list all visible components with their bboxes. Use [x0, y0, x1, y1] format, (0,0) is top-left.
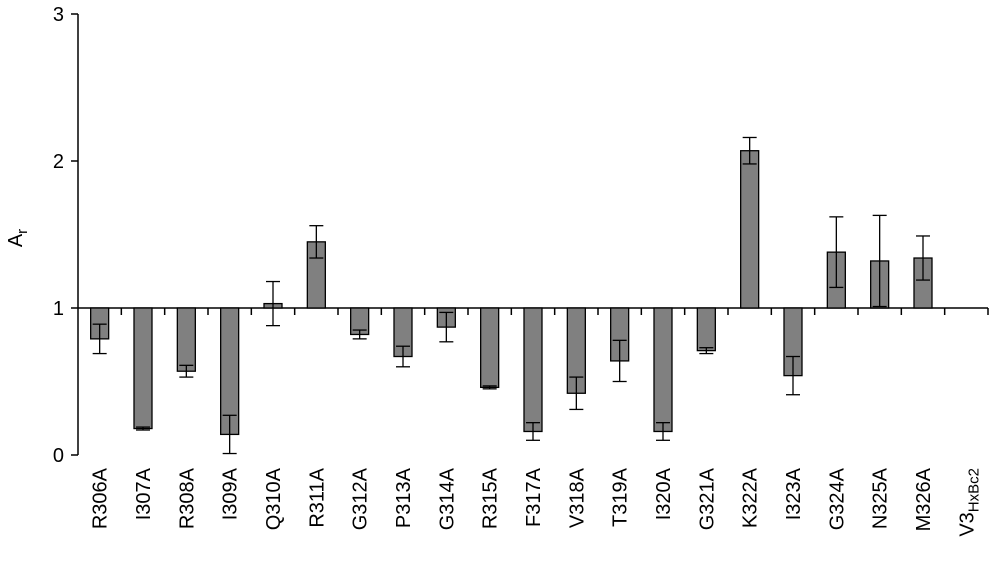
x-category-label: K322A [740, 467, 762, 528]
x-category-label: R308A [176, 467, 198, 529]
x-category-label: M326A [913, 467, 935, 531]
x-category-label: P313A [393, 467, 415, 528]
y-axis-ticks: 0 1 2 3 [53, 4, 78, 467]
bar [696, 307, 716, 352]
y-axis-label-main: A [5, 233, 27, 247]
chart-bars [90, 150, 933, 436]
bar [480, 307, 500, 389]
bar [740, 150, 760, 309]
x-category-label: V318A [566, 467, 588, 528]
x-category-label: I323A [783, 467, 805, 520]
bar [653, 307, 673, 433]
chart-error-bars [92, 136, 930, 455]
x-category-label: Q310A [263, 467, 285, 530]
x-category-label: G321A [696, 467, 718, 530]
x-category-label: I307A [133, 467, 155, 520]
x-category-label: G324A [826, 467, 848, 530]
y-tick-label: 2 [53, 151, 64, 173]
x-category-label-main: V3 [956, 512, 978, 536]
y-tick-label: 0 [53, 445, 64, 467]
x-category-label: R315A [480, 467, 502, 529]
x-category-label-sub: HxBc2 [965, 468, 982, 512]
y-tick-label: 1 [53, 298, 64, 320]
x-category-label: G314A [436, 467, 458, 530]
x-category-label: I309A [220, 467, 242, 520]
y-tick-label: 3 [53, 4, 64, 26]
y-axis-label: Ar [5, 229, 31, 247]
x-category-label: F317A [523, 467, 545, 527]
x-category-label: T319A [610, 467, 632, 527]
x-axis-labels: R306A I307A R308A I309A Q310A R311A G312A P313A… [90, 467, 983, 536]
y-axis-label-sub: r [14, 229, 31, 234]
x-category-label: G312A [350, 467, 372, 530]
x-category-label: R306A [90, 467, 112, 529]
x-category-label: V3HxBc2 [956, 468, 982, 537]
x-category-label: R311A [306, 467, 328, 527]
bar [176, 307, 196, 372]
x-category-label: N325A [870, 467, 892, 529]
bar [133, 307, 153, 430]
x-category-label: I320A [653, 467, 675, 520]
bar [523, 307, 543, 433]
